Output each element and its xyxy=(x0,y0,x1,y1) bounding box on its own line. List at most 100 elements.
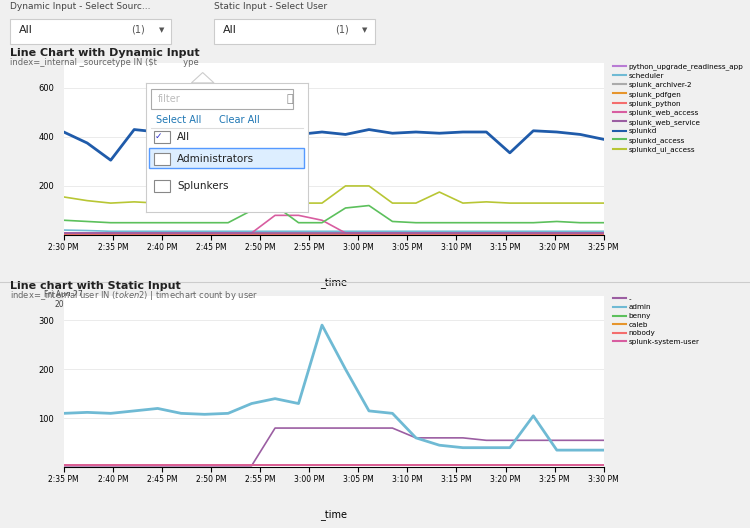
FancyBboxPatch shape xyxy=(10,19,171,44)
splunk_web_service xyxy=(317,230,326,237)
splunk_pdfgen xyxy=(294,231,303,237)
python_upgrade_readiness_app xyxy=(552,231,561,237)
admin xyxy=(482,445,490,451)
splunk-system-user xyxy=(435,461,444,468)
benny xyxy=(82,461,92,468)
splunk_web_access xyxy=(130,230,139,236)
splunkd xyxy=(412,129,421,135)
splunkd_ui_access xyxy=(317,200,326,206)
splunk_web_access xyxy=(153,230,162,236)
splunk_pdfgen xyxy=(106,231,116,237)
python_upgrade_readiness_app xyxy=(153,231,162,237)
nobody xyxy=(364,461,374,468)
admin xyxy=(317,322,326,328)
FancyBboxPatch shape xyxy=(154,180,170,192)
splunk-system-user xyxy=(576,461,585,468)
splunk_pdfgen xyxy=(412,231,421,237)
splunk-system-user xyxy=(506,461,515,468)
admin xyxy=(153,406,162,412)
splunk_web_access xyxy=(435,230,444,236)
splunk_python xyxy=(599,231,608,237)
splunk_web_service xyxy=(224,230,232,237)
splunk_web_access xyxy=(482,230,490,236)
splunkd xyxy=(341,131,350,138)
admin xyxy=(82,409,92,416)
splunkd xyxy=(177,130,186,136)
Legend: python_upgrade_readiness_app, scheduler, splunk_archiver-2, splunk_pdfgen, splun: python_upgrade_readiness_app, scheduler,… xyxy=(613,63,743,153)
splunk_web_service xyxy=(153,230,162,237)
Line: splunkd_ui_access: splunkd_ui_access xyxy=(64,186,604,203)
nobody xyxy=(177,461,186,468)
splunk_archiver-2 xyxy=(153,230,162,236)
splunk_archiver-2 xyxy=(529,230,538,236)
benny xyxy=(177,461,186,468)
splunkd_ui_access xyxy=(482,199,490,205)
splunk_archiver-2 xyxy=(458,230,467,236)
splunkd_ui_access xyxy=(552,200,561,206)
splunk_web_service xyxy=(130,230,139,237)
splunk_archiver-2 xyxy=(247,230,256,236)
- xyxy=(506,437,515,444)
X-axis label: _time: _time xyxy=(320,277,347,288)
splunkd xyxy=(224,121,232,128)
python_upgrade_readiness_app xyxy=(388,231,397,237)
scheduler xyxy=(59,227,68,233)
nobody xyxy=(412,461,421,468)
scheduler xyxy=(294,228,303,234)
splunkd_ui_access xyxy=(247,200,256,206)
splunkd_access xyxy=(506,220,515,226)
python_upgrade_readiness_app xyxy=(435,231,444,237)
scheduler xyxy=(412,228,421,234)
splunkd_access xyxy=(576,220,585,226)
splunkd_ui_access xyxy=(341,183,350,189)
splunkd_access xyxy=(271,202,280,209)
splunk_web_service xyxy=(412,230,421,237)
nobody xyxy=(482,461,490,468)
caleb xyxy=(294,461,303,468)
splunk_python xyxy=(247,231,256,237)
splunkd_ui_access xyxy=(388,200,397,206)
splunk_pdfgen xyxy=(506,231,515,237)
splunk-system-user xyxy=(177,461,186,468)
splunkd xyxy=(482,129,490,135)
splunkd xyxy=(599,136,608,143)
splunk-system-user xyxy=(224,461,232,468)
Text: Splunkers: Splunkers xyxy=(177,181,229,191)
splunk_web_access xyxy=(317,217,326,223)
Text: (1): (1) xyxy=(131,25,145,35)
splunkd_ui_access xyxy=(271,200,280,206)
caleb xyxy=(341,461,350,468)
Text: ▼: ▼ xyxy=(362,27,368,33)
splunkd_access xyxy=(341,205,350,211)
Text: All: All xyxy=(223,25,237,35)
admin xyxy=(247,400,256,407)
splunk_web_access xyxy=(341,230,350,236)
- xyxy=(224,463,232,469)
admin xyxy=(271,395,280,402)
nobody xyxy=(106,461,116,468)
splunk_web_service xyxy=(177,230,186,237)
splunkd_access xyxy=(247,208,256,214)
benny xyxy=(482,461,490,468)
caleb xyxy=(82,461,92,468)
admin xyxy=(506,445,515,451)
splunk_pdfgen xyxy=(82,231,92,237)
Line: -: - xyxy=(64,428,604,466)
caleb xyxy=(435,461,444,468)
splunkd xyxy=(458,129,467,135)
splunk-system-user xyxy=(130,461,139,468)
caleb xyxy=(224,461,232,468)
splunk_web_service xyxy=(482,230,490,237)
Legend: -, admin, benny, caleb, nobody, splunk-system-user: -, admin, benny, caleb, nobody, splunk-s… xyxy=(613,296,700,345)
caleb xyxy=(506,461,515,468)
benny xyxy=(153,461,162,468)
splunk_archiver-2 xyxy=(271,230,280,236)
FancyBboxPatch shape xyxy=(149,147,304,167)
splunk_web_access xyxy=(224,230,232,236)
benny xyxy=(271,461,280,468)
splunkd xyxy=(529,128,538,134)
splunk-system-user xyxy=(271,461,280,468)
splunkd_ui_access xyxy=(364,183,374,189)
splunk_archiver-2 xyxy=(200,230,209,236)
benny xyxy=(412,461,421,468)
